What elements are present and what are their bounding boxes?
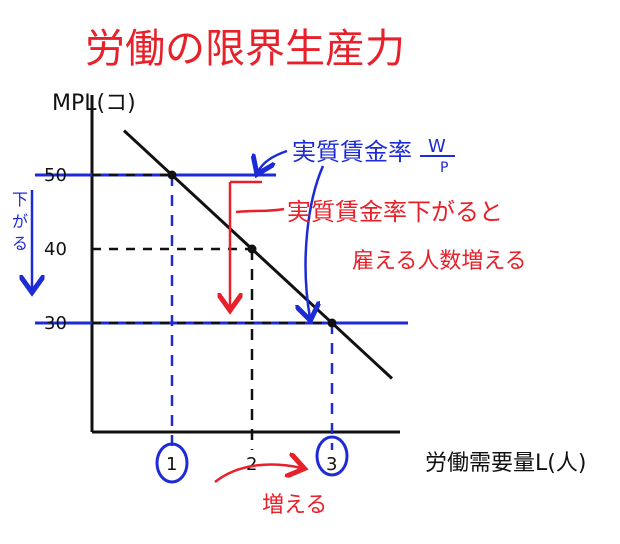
real-wage-pointer-upper bbox=[258, 149, 288, 172]
tick-3-circle bbox=[315, 435, 349, 477]
red-note-line1: 実質賃金率下がると bbox=[287, 198, 503, 226]
y-tick-labels: 50 40 30 bbox=[44, 165, 67, 334]
x-axis-label: 労働需要量L(人) bbox=[425, 451, 586, 476]
real-wage-label: 実質賃金率 bbox=[292, 138, 412, 166]
increase-label: 増える bbox=[262, 493, 327, 518]
increase-arrow bbox=[214, 465, 302, 483]
chart-title: 労働の限界生産力 bbox=[85, 26, 405, 72]
x-tick-label-2: 2 bbox=[246, 454, 257, 475]
data-point-2 bbox=[247, 244, 257, 254]
real-wage-symbol-p: P bbox=[440, 160, 448, 176]
x-tick-labels: 1 2 3 bbox=[166, 454, 337, 475]
data-points bbox=[167, 170, 337, 328]
falls-label: 下がる bbox=[12, 190, 28, 253]
y-tick-label-3: 30 bbox=[44, 313, 67, 334]
real-wage-symbol-w: W bbox=[428, 136, 446, 157]
tick-1-circle bbox=[155, 442, 189, 484]
x-tick-label-3: 3 bbox=[326, 454, 337, 475]
guide-lines bbox=[92, 173, 334, 450]
data-point-1 bbox=[167, 170, 177, 180]
mpl-curve bbox=[122, 129, 394, 380]
data-point-3 bbox=[327, 318, 337, 328]
x-tick-label-1: 1 bbox=[166, 454, 177, 475]
red-note-line2: 雇える人数増える bbox=[352, 249, 527, 274]
y-tick-label-2: 40 bbox=[44, 239, 67, 260]
y-tick-label-1: 50 bbox=[44, 165, 67, 186]
red-note-connector bbox=[235, 207, 285, 214]
real-wage-pointer-lower bbox=[306, 165, 325, 318]
y-axis-label: MPL(コ) bbox=[52, 91, 136, 116]
